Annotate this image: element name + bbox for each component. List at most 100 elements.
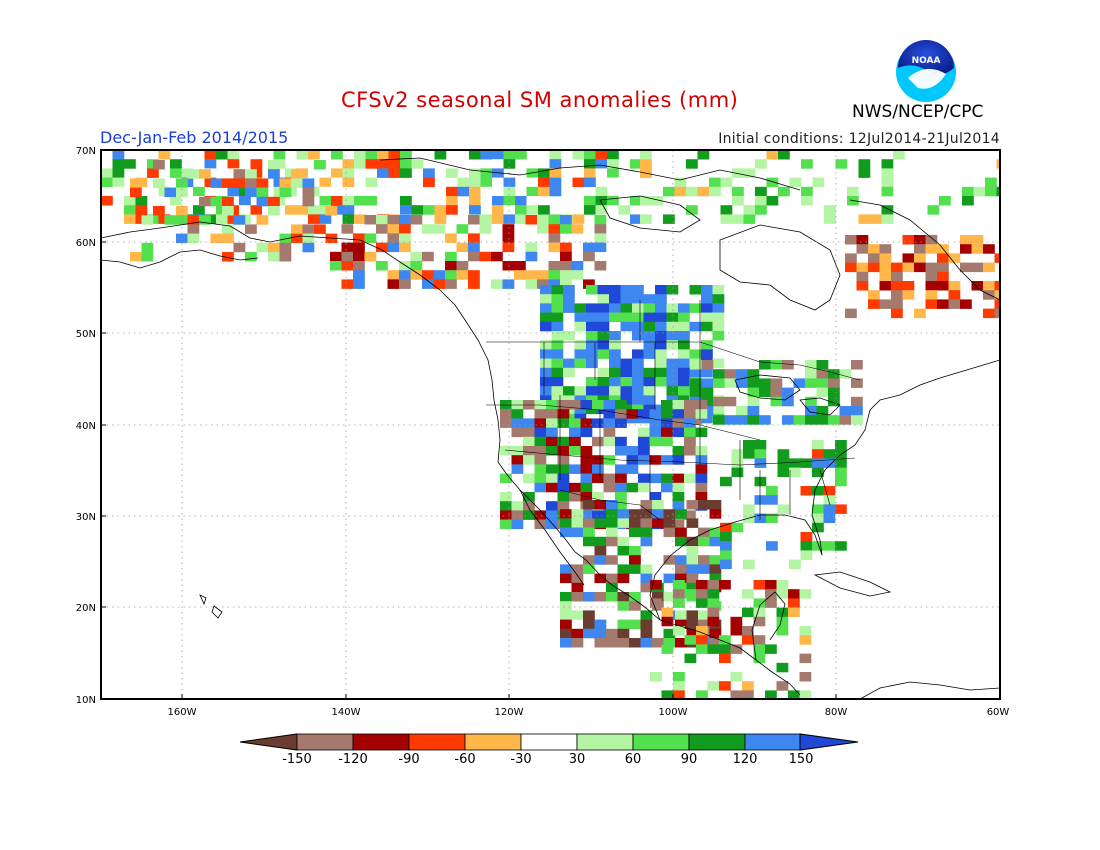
anomaly-cell [835,476,847,487]
anomaly-cell [433,270,446,280]
anomaly-cell [629,546,641,556]
anomaly-cell [245,224,257,234]
anomaly-cell [319,214,332,224]
anomaly-cell [569,482,581,493]
anomaly-cell [557,492,570,502]
anomaly-cell [765,644,777,654]
anomaly-cell [678,340,690,350]
anomaly-cell [777,467,790,478]
anomaly-cell [546,427,558,438]
anomaly-cell [709,573,722,584]
anomaly-cell [696,598,708,608]
anomaly-cell [799,635,812,645]
anomaly-cell [630,196,642,206]
anomaly-cell [686,518,699,528]
anomaly-cell [130,178,142,188]
anomaly-cell [607,196,619,206]
anomaly-cell [724,378,737,388]
anomaly-cell [571,573,584,584]
anomaly-cell [643,377,656,387]
anomaly-cell [663,214,675,224]
anomaly-cell [492,205,504,215]
anomaly-cell [606,573,618,584]
anomaly-cell [675,509,687,519]
anomaly-cell [445,233,457,243]
anomaly-cell [331,150,343,160]
anomaly-cell [594,261,607,271]
anomaly-cell [468,215,480,225]
anomaly-cell [713,415,725,425]
anomaly-cell [446,205,458,215]
anomaly-cell [684,436,696,447]
anomaly-cell [537,224,549,234]
anomaly-cell [868,290,880,300]
anomaly-cell [583,610,595,620]
anomaly-cell [571,592,584,602]
anomaly-cell [731,522,744,533]
anomaly-cell [805,406,817,416]
anomaly-cell [823,495,836,505]
anomaly-cell [747,378,760,388]
anomaly-cell [557,464,570,474]
anomaly-cell [620,321,633,332]
anomaly-cell [388,159,401,169]
anomaly-cell [557,409,570,419]
anomaly-cell [937,281,949,291]
anomaly-cell [799,626,812,636]
colorbar: -150 -120 -90 -60 -30 30 60 90 120 150 [239,733,859,767]
anomaly-cell [632,349,644,359]
anomaly-cell [353,261,365,271]
anomaly-cell [580,482,593,493]
anomaly-cell [643,386,656,396]
anomaly-cell [778,150,790,160]
anomaly-cell [615,436,627,447]
anomaly-cell [433,279,446,289]
anomaly-cell [216,205,228,215]
anomaly-cell [387,242,400,253]
anomaly-cell [712,303,725,313]
anomaly-cell [730,690,743,699]
anomaly-cell [632,377,644,387]
anomaly-cell [607,168,619,178]
anomaly-cell [492,150,504,160]
anomaly-cell [549,150,562,160]
anomaly-cell [743,168,756,178]
season-label: Dec-Jan-Feb 2014/2015 [100,128,289,147]
anomaly-cell [629,638,641,648]
anomaly-cell [511,427,524,438]
anomaly-cell [480,150,493,160]
anomaly-cell [962,196,974,206]
anomaly-cell [891,308,903,319]
political-borders [486,300,861,521]
anomaly-cell [902,253,915,263]
anomaly-cell [971,262,984,273]
anomaly-cell [851,415,863,425]
anomaly-cell [663,555,676,565]
anomaly-cell [511,464,524,474]
anomaly-cell [712,358,725,369]
anomaly-cell [709,177,721,188]
anomaly-cell [302,233,315,244]
anomaly-cell [724,415,737,425]
anomaly-cell [675,638,687,648]
anomaly-cell [268,160,280,170]
anomaly-cell [546,519,558,530]
anomaly-cell [592,418,604,428]
anomaly-cell [730,672,743,682]
anomaly-cell [330,261,342,271]
anomaly-cell [701,378,714,388]
anomaly-cell [170,196,182,206]
anomaly-cell [607,177,619,188]
anomaly-cell [609,285,621,295]
anomaly-cell [655,367,667,378]
colorbar-labels: -150 -120 -90 -60 -30 30 60 90 120 150 [282,752,813,767]
anomaly-cell [812,486,824,496]
anomaly-cell [210,233,223,244]
anomaly-cell [112,159,125,169]
anomaly-cell [130,252,142,262]
anomaly-cell [707,644,720,654]
anomaly-cell [755,196,767,206]
anomaly-cell [776,580,789,590]
colorbar-swatch [576,733,634,751]
anomaly-cell [701,285,713,295]
